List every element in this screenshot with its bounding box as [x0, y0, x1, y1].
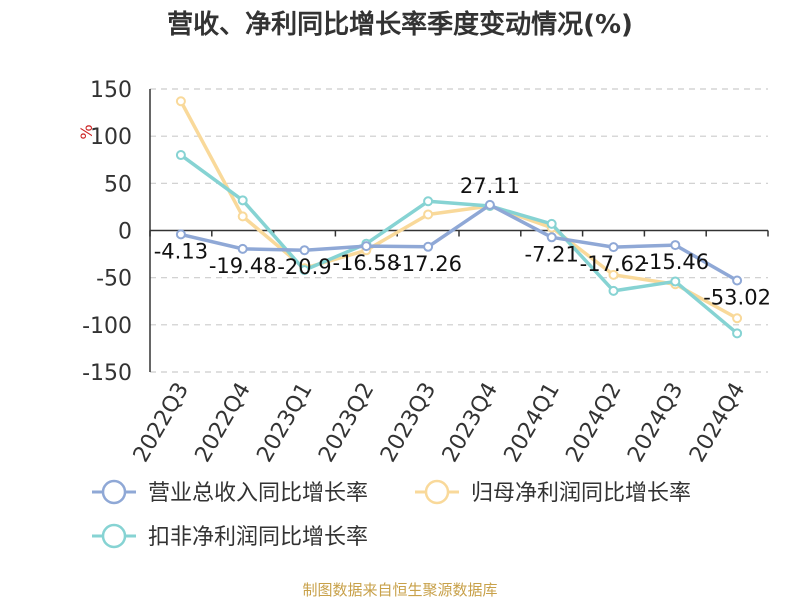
legend-marker-icon [424, 479, 450, 505]
data-point [299, 245, 310, 256]
legend-label: 营业总收入同比增长率 [148, 481, 368, 506]
data-point [237, 195, 248, 206]
y-axis-unit: % [77, 124, 96, 139]
x-tick-label: 2023Q4 [438, 379, 503, 467]
data-point [608, 242, 619, 253]
chart-title: 营收、净利同比增长率季度变动情况(%) [167, 9, 633, 40]
data-point [299, 265, 310, 276]
data-point [423, 241, 434, 252]
x-tick-label: 2023Q1 [252, 379, 317, 467]
data-label: -16.58 [332, 251, 400, 275]
data-point [237, 211, 248, 222]
series-line [180, 203, 738, 283]
x-tick-label: 2024Q3 [623, 379, 688, 467]
x-tick-label: 2024Q1 [500, 379, 565, 467]
y-tick-label: -100 [82, 314, 132, 339]
legend-label: 扣非净利润同比增长率 [148, 525, 368, 550]
data-label: 27.11 [460, 174, 520, 198]
y-tick-label: 50 [104, 172, 132, 197]
data-point [175, 150, 186, 161]
data-point [484, 199, 495, 210]
data-point [175, 96, 186, 107]
legend-marker-icon [101, 479, 127, 505]
legend-label: 归母净利润同比增长率 [471, 481, 691, 506]
series-line [179, 153, 739, 335]
x-tick-label: 2023Q3 [376, 378, 441, 466]
data-point [732, 275, 743, 286]
y-tick-label: 100 [90, 125, 132, 150]
data-point [732, 313, 743, 324]
x-tick-label: 2024Q4 [685, 379, 750, 467]
data-label: -19.48 [209, 254, 277, 278]
data-point [175, 229, 186, 240]
y-tick-label: -150 [82, 361, 132, 386]
x-tick-label: 2024Q2 [561, 379, 626, 467]
data-point [361, 241, 372, 252]
grid-lines [150, 88, 768, 373]
data-label: -4.13 [154, 239, 208, 263]
data-label: -53.02 [703, 286, 771, 310]
data-point [670, 240, 681, 251]
data-label: -7.21 [525, 242, 579, 266]
y-tick-label: -50 [96, 267, 132, 292]
y-tick-label: 0 [118, 220, 132, 245]
legend-item[interactable]: 扣非净利润同比增长率 [92, 523, 368, 550]
series-line [179, 100, 738, 320]
data-point [732, 328, 743, 339]
data-point [546, 232, 557, 243]
x-tick-label: 2023Q2 [314, 379, 379, 467]
data-label: -15.46 [641, 250, 709, 274]
data-label: -17.26 [394, 252, 462, 276]
series-lines [175, 96, 743, 339]
legend-item[interactable]: 归母净利润同比增长率 [415, 479, 691, 506]
data-point [546, 218, 557, 229]
legend-marker-icon [101, 523, 127, 549]
x-tick-label: 2022Q3 [129, 379, 194, 467]
data-point [423, 209, 434, 220]
data-point [237, 243, 248, 254]
data-label: -17.62 [580, 252, 648, 276]
data-point [670, 276, 681, 287]
data-point [608, 269, 619, 280]
source-note: 制图数据来自恒生聚源数据库 [302, 581, 497, 599]
data-point [608, 285, 619, 296]
data-point [423, 196, 434, 207]
data-label: -20.9 [277, 255, 331, 279]
y-tick-label: 150 [90, 78, 132, 103]
x-tick-label: 2022Q4 [191, 379, 256, 467]
legend-item[interactable]: 营业总收入同比增长率 [92, 479, 368, 506]
